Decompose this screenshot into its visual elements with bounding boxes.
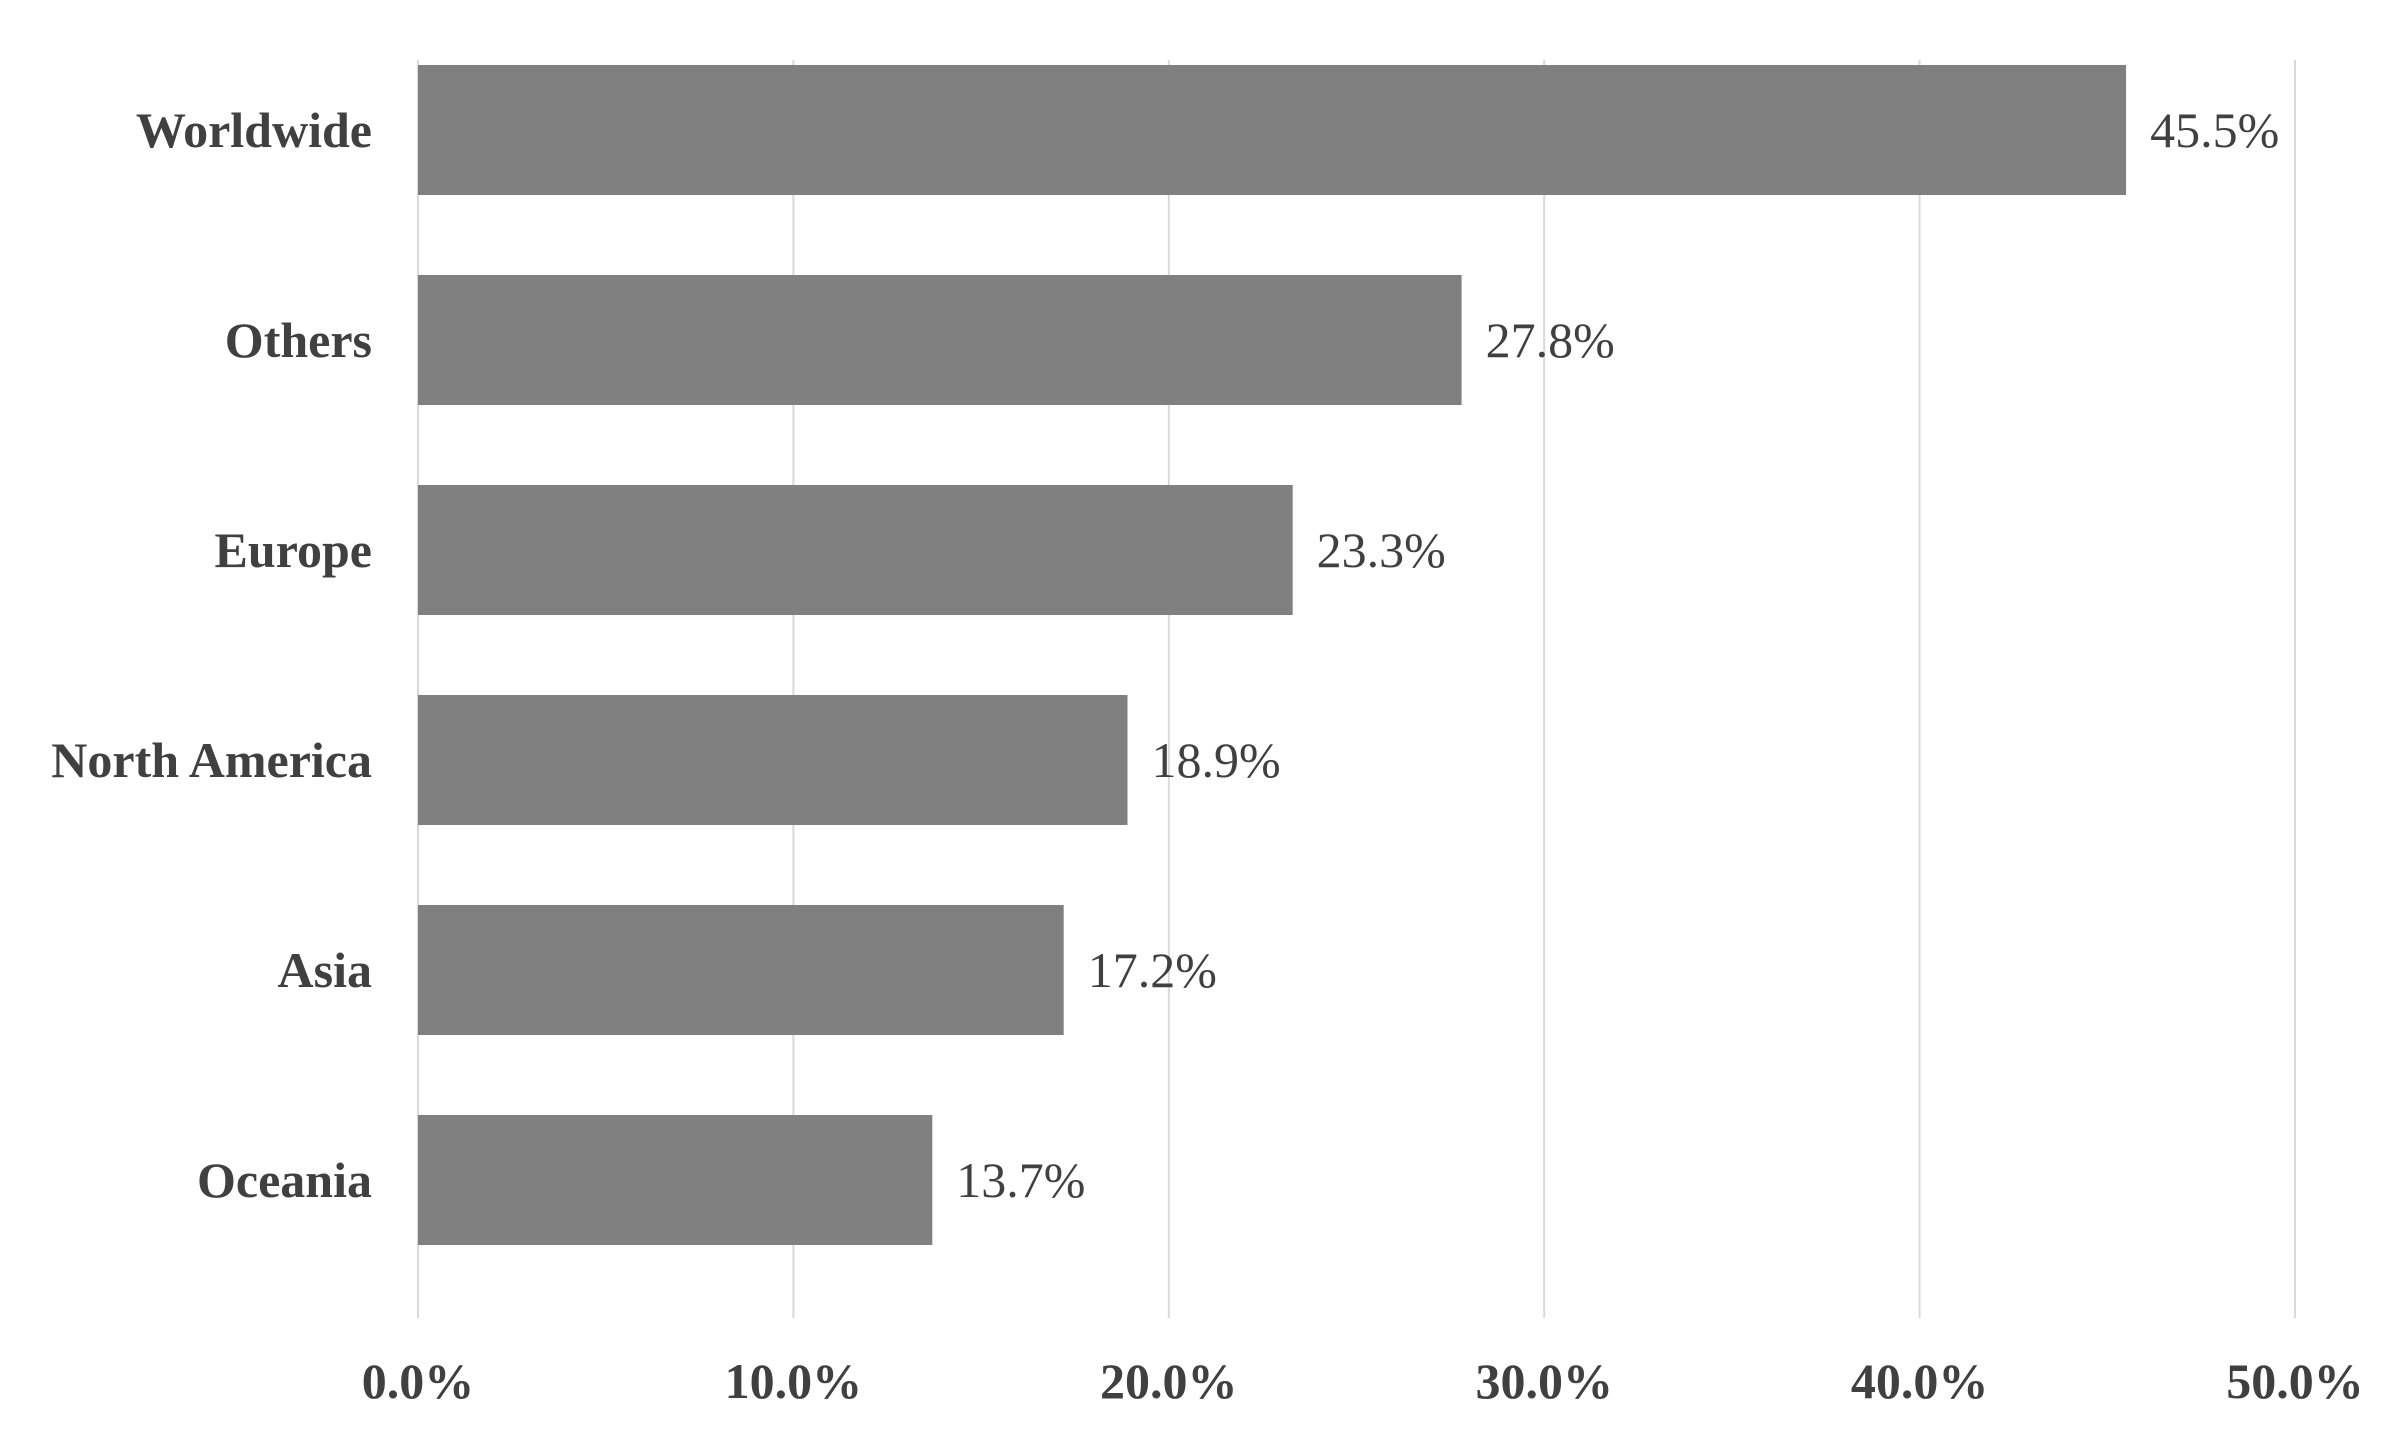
category-label-north-america: North America (51, 732, 372, 788)
x-tick-label-4: 40.0% (1851, 1353, 1989, 1409)
x-axis-tick-labels: 0.0% 10.0% 20.0% 30.0% 40.0% 50.0% (362, 1353, 2364, 1409)
bar-north-america (418, 695, 1128, 825)
category-label-others: Others (225, 312, 372, 368)
category-label-asia: Asia (278, 942, 372, 998)
value-label-europe: 23.3% (1317, 522, 1446, 578)
value-labels: 45.5% 27.8% 23.3% 18.9% 17.2% 13.7% (956, 102, 2279, 1208)
value-label-north-america: 18.9% (1152, 732, 1281, 788)
x-tick-label-2: 20.0% (1100, 1353, 1238, 1409)
bars (418, 65, 2127, 1245)
x-tick-label-5: 50.0% (2226, 1353, 2364, 1409)
category-labels: Worldwide Others Europe North America Asia Oc… (51, 102, 372, 1208)
bar-asia (418, 905, 1064, 1035)
value-label-worldwide: 45.5% (2150, 102, 2279, 158)
bar-others (418, 275, 1462, 405)
value-label-others: 27.8% (1486, 312, 1615, 368)
x-tick-label-1: 10.0% (725, 1353, 863, 1409)
x-tick-label-3: 30.0% (1475, 1353, 1613, 1409)
bar-worldwide (418, 65, 2127, 195)
bar-oceania (418, 1115, 933, 1245)
value-label-asia: 17.2% (1088, 942, 1217, 998)
category-label-europe: Europe (215, 522, 372, 578)
value-label-oceania: 13.7% (956, 1152, 1085, 1208)
bar-europe (418, 485, 1293, 615)
x-tick-label-0: 0.0% (362, 1353, 475, 1409)
category-label-oceania: Oceania (197, 1152, 372, 1208)
gridlines (417, 60, 2296, 1318)
category-label-worldwide: Worldwide (136, 102, 372, 158)
